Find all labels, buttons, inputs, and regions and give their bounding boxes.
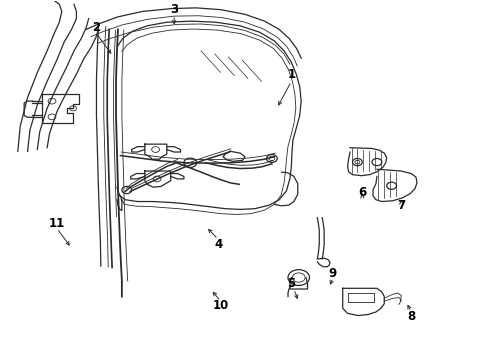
Text: 6: 6 xyxy=(358,186,367,199)
Text: 10: 10 xyxy=(213,299,229,312)
Text: 2: 2 xyxy=(92,21,100,34)
Text: 9: 9 xyxy=(329,267,337,280)
Text: 3: 3 xyxy=(170,3,178,16)
Text: 1: 1 xyxy=(287,68,295,81)
Text: 5: 5 xyxy=(287,278,295,291)
Text: 11: 11 xyxy=(49,216,65,230)
Text: 4: 4 xyxy=(214,238,222,251)
Text: 8: 8 xyxy=(407,310,415,323)
Text: 7: 7 xyxy=(397,199,405,212)
